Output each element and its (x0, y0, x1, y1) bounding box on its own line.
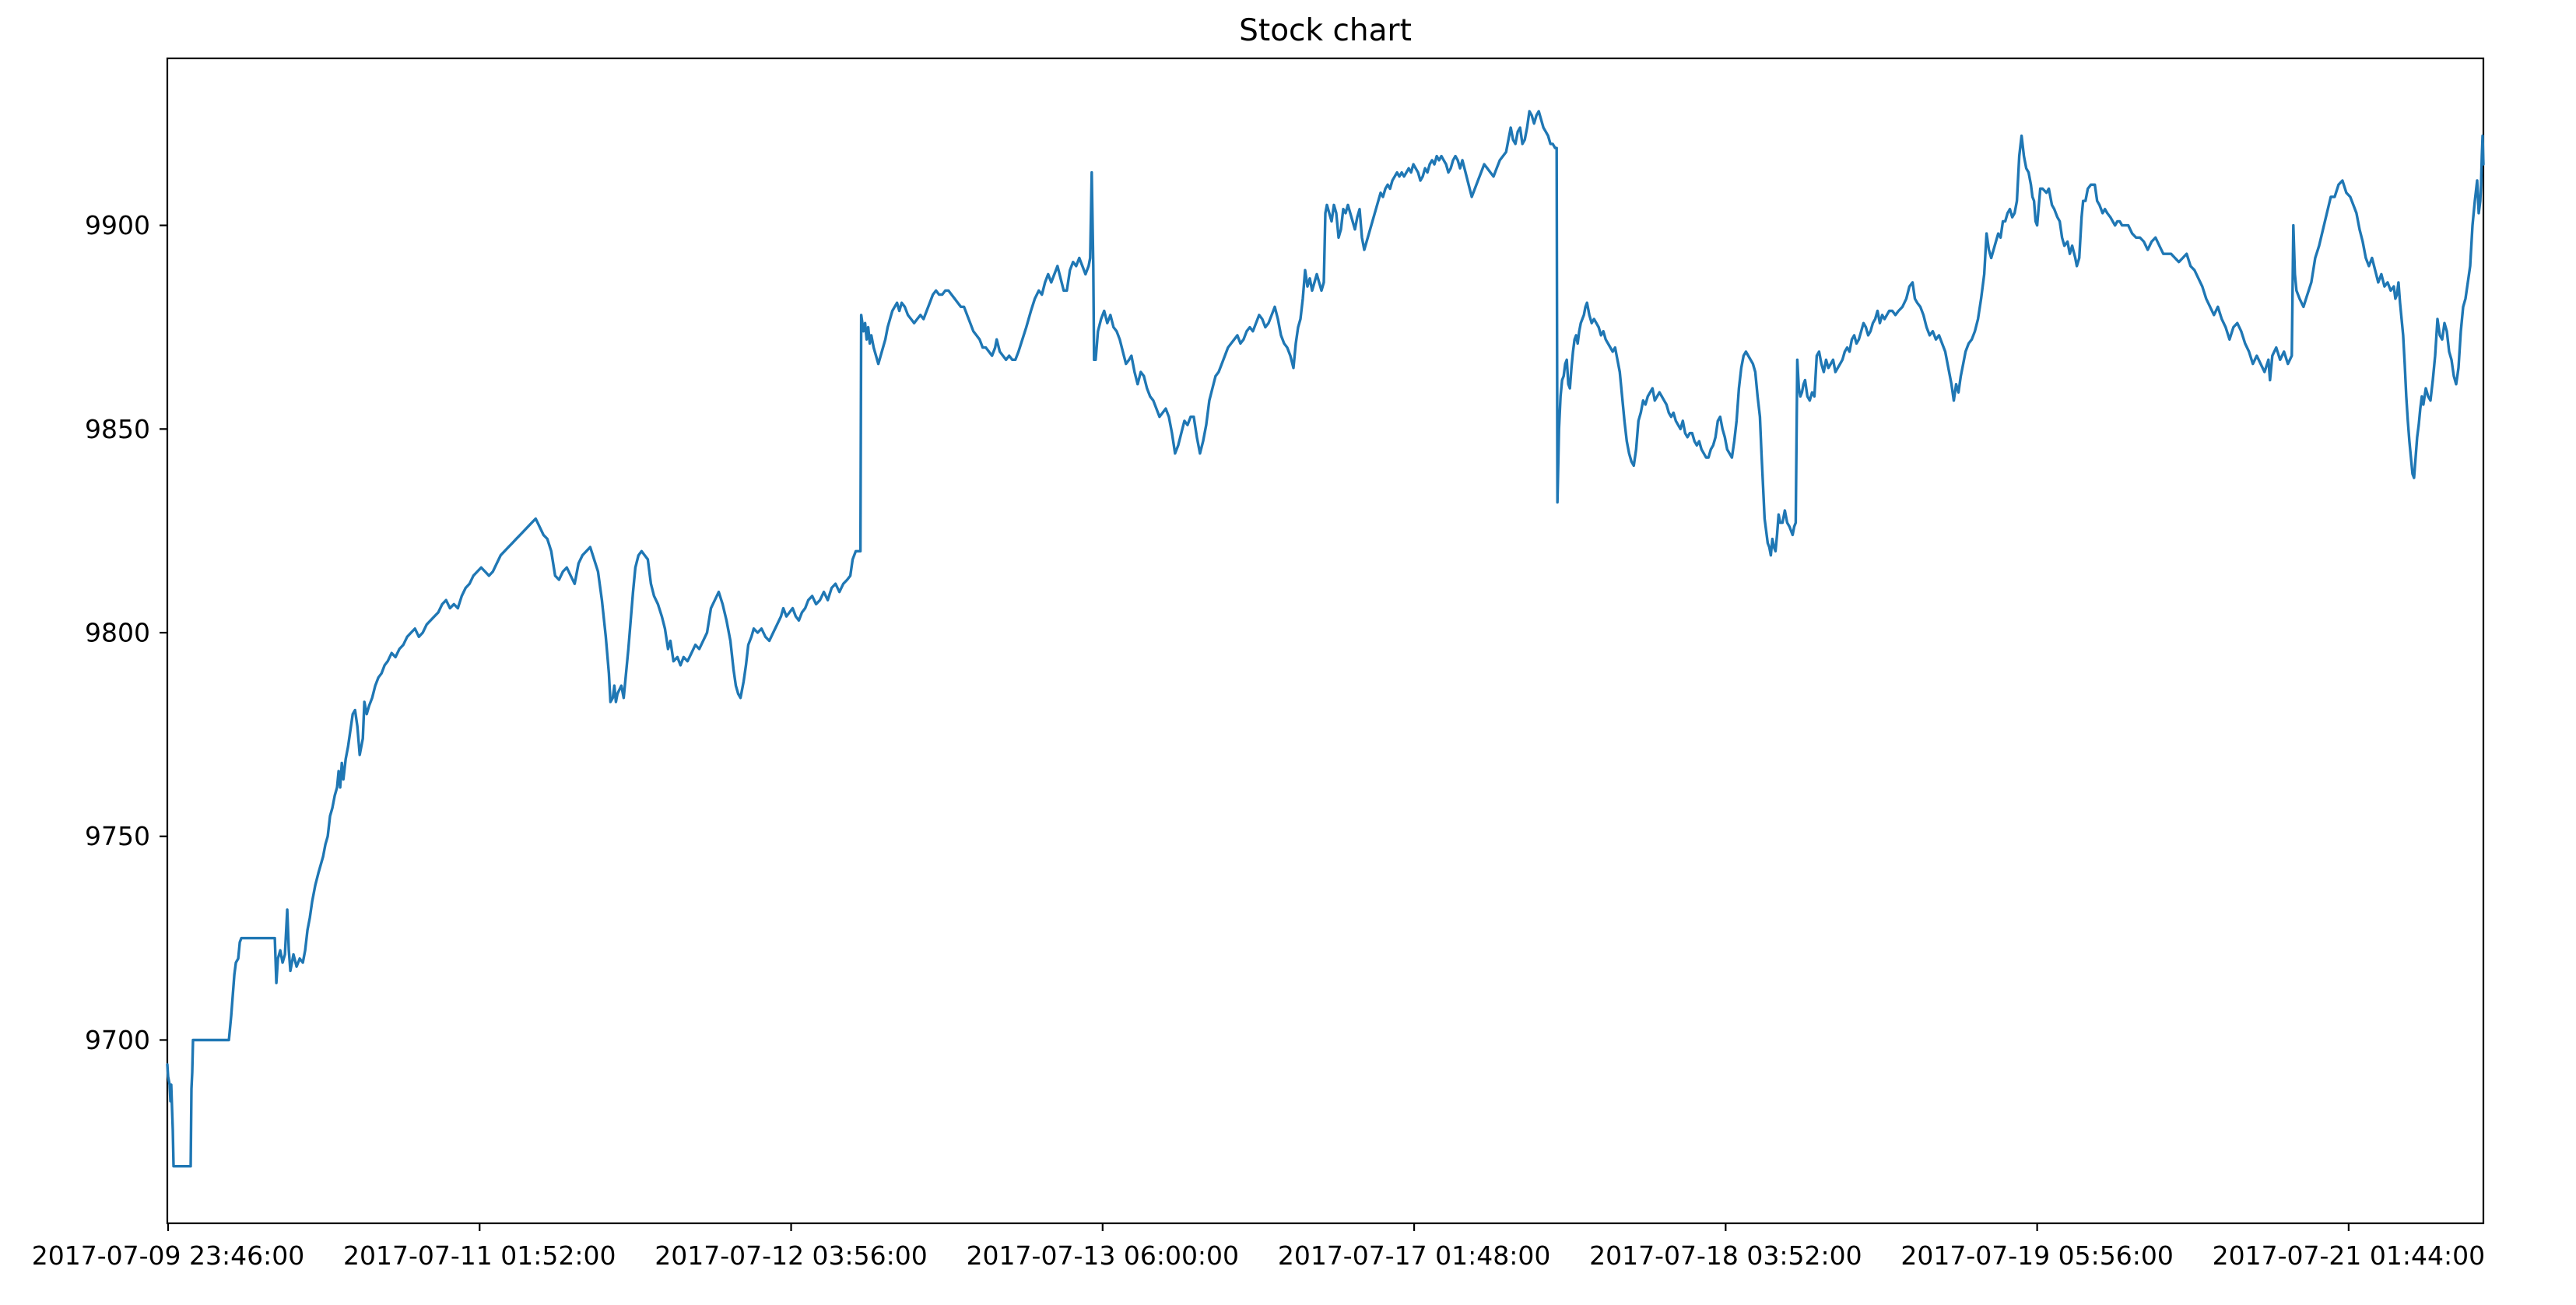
x-tick-label: 2017-07-09 23:46:00 (32, 1240, 304, 1271)
x-tick-label: 2017-07-17 01:48:00 (1278, 1240, 1550, 1271)
x-tick-label: 2017-07-21 01:44:00 (2213, 1240, 2485, 1271)
axes-layer: 9700 9750 9800 9850 9900 2017-07-09 23:46:00 2… (32, 57, 2485, 1271)
y-tick-label: 9850 (85, 414, 150, 444)
y-tick-label: 9900 (85, 210, 150, 240)
x-tick-label: 2017-07-11 01:52:00 (343, 1240, 616, 1271)
chart-title: Stock chart (1239, 13, 1412, 48)
y-tick-label: 9800 (85, 618, 150, 648)
y-tick-label: 9750 (85, 821, 150, 851)
x-tick-label: 2017-07-12 03:56:00 (655, 1240, 927, 1271)
plot-border (166, 57, 2485, 1225)
series-layer (166, 110, 2485, 1168)
price-line (166, 110, 2485, 1168)
x-tick-label: 2017-07-18 03:52:00 (1589, 1240, 1862, 1271)
x-tick-label: 2017-07-19 05:56:00 (1900, 1240, 2173, 1271)
x-tick-label: 2017-07-13 06:00:00 (967, 1240, 1239, 1271)
y-tick-label: 9700 (85, 1025, 150, 1055)
